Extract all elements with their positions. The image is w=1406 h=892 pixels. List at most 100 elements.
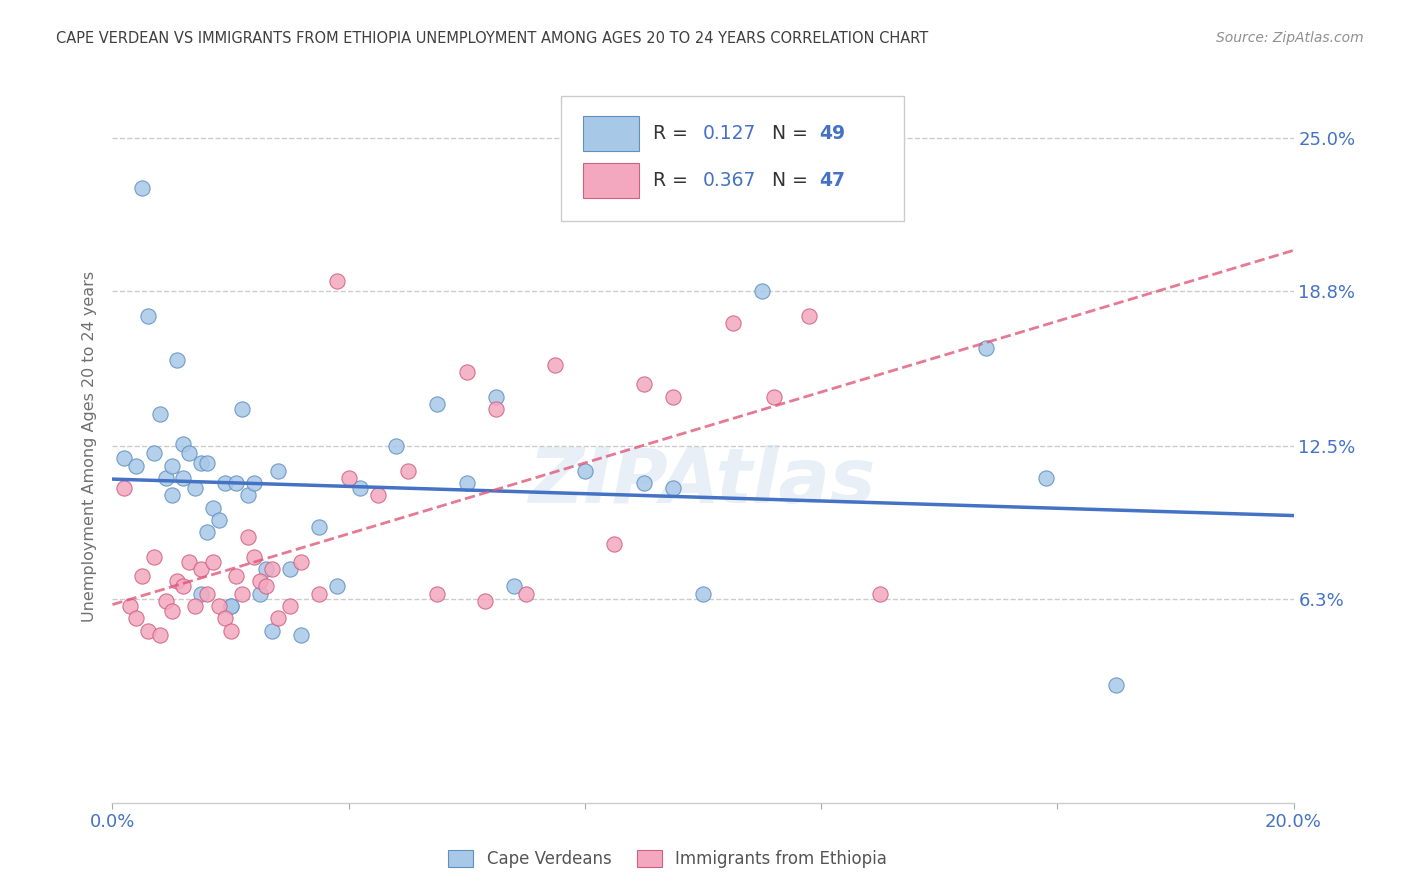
Point <box>131 180 153 194</box>
Point <box>214 475 236 490</box>
Point <box>172 471 194 485</box>
FancyBboxPatch shape <box>582 162 640 198</box>
Point <box>426 587 449 601</box>
Point <box>574 464 596 478</box>
Point <box>149 407 172 421</box>
Point <box>172 436 194 450</box>
Point <box>260 624 283 638</box>
Point <box>208 599 231 613</box>
Text: 0.127: 0.127 <box>703 124 756 143</box>
Point <box>160 458 183 473</box>
FancyBboxPatch shape <box>582 116 640 152</box>
Point <box>219 624 242 638</box>
Point <box>308 587 330 601</box>
Point <box>692 587 714 601</box>
Text: N =: N = <box>772 171 814 190</box>
Point <box>396 464 419 478</box>
Point <box>603 537 626 551</box>
Point <box>238 530 260 544</box>
Text: R =: R = <box>654 124 695 143</box>
Point <box>201 500 224 515</box>
Point <box>190 562 212 576</box>
Point <box>1035 471 1057 485</box>
Point <box>208 513 231 527</box>
Point <box>195 525 218 540</box>
Point <box>225 475 247 490</box>
Point <box>367 488 389 502</box>
Point <box>190 587 212 601</box>
Point <box>131 569 153 583</box>
Point <box>249 574 271 589</box>
Point <box>1105 678 1128 692</box>
Point <box>426 397 449 411</box>
Point <box>485 390 508 404</box>
Text: N =: N = <box>772 124 814 143</box>
Point <box>179 446 201 460</box>
Point <box>149 628 172 642</box>
Point <box>214 611 236 625</box>
Text: ZIPAtlas: ZIPAtlas <box>529 445 877 518</box>
Point <box>195 587 218 601</box>
Point <box>184 481 207 495</box>
Point <box>254 579 277 593</box>
Point <box>456 365 478 379</box>
Point <box>190 456 212 470</box>
Text: 49: 49 <box>818 124 845 143</box>
Point <box>166 352 188 367</box>
Point <box>166 574 188 589</box>
Point <box>125 458 148 473</box>
Point <box>201 555 224 569</box>
Text: 0.367: 0.367 <box>703 171 756 190</box>
Point <box>385 439 408 453</box>
Point <box>976 341 998 355</box>
Point <box>155 471 177 485</box>
Point <box>267 464 290 478</box>
Point <box>112 451 135 466</box>
Point <box>155 594 177 608</box>
Point <box>243 475 266 490</box>
Point <box>238 488 260 502</box>
Point <box>869 587 891 601</box>
Point <box>125 611 148 625</box>
Point <box>142 549 165 564</box>
Point <box>136 309 159 323</box>
Point <box>278 599 301 613</box>
Point <box>474 594 496 608</box>
Point <box>179 555 201 569</box>
Point <box>278 562 301 576</box>
Point <box>799 309 821 323</box>
Text: R =: R = <box>654 171 695 190</box>
Text: CAPE VERDEAN VS IMMIGRANTS FROM ETHIOPIA UNEMPLOYMENT AMONG AGES 20 TO 24 YEARS : CAPE VERDEAN VS IMMIGRANTS FROM ETHIOPIA… <box>56 31 928 46</box>
Point <box>349 481 371 495</box>
Point <box>290 555 312 569</box>
Point <box>160 604 183 618</box>
Point <box>503 579 526 593</box>
Point <box>308 520 330 534</box>
Point <box>337 471 360 485</box>
Point <box>112 481 135 495</box>
Text: 47: 47 <box>818 171 845 190</box>
Point <box>184 599 207 613</box>
Point <box>195 456 218 470</box>
Point <box>249 587 271 601</box>
Point <box>136 624 159 638</box>
Text: Source: ZipAtlas.com: Source: ZipAtlas.com <box>1216 31 1364 45</box>
Point <box>326 579 349 593</box>
Point <box>254 562 277 576</box>
Point <box>225 569 247 583</box>
Point <box>485 402 508 417</box>
Point <box>219 599 242 613</box>
Point <box>243 549 266 564</box>
Point <box>633 377 655 392</box>
Point <box>326 274 349 288</box>
Y-axis label: Unemployment Among Ages 20 to 24 years: Unemployment Among Ages 20 to 24 years <box>82 270 97 622</box>
Point <box>544 358 567 372</box>
Point <box>762 390 785 404</box>
FancyBboxPatch shape <box>561 96 904 221</box>
Point <box>231 402 253 417</box>
Point <box>160 488 183 502</box>
Point <box>662 481 685 495</box>
Point <box>721 316 744 330</box>
Point <box>456 475 478 490</box>
Point <box>142 446 165 460</box>
